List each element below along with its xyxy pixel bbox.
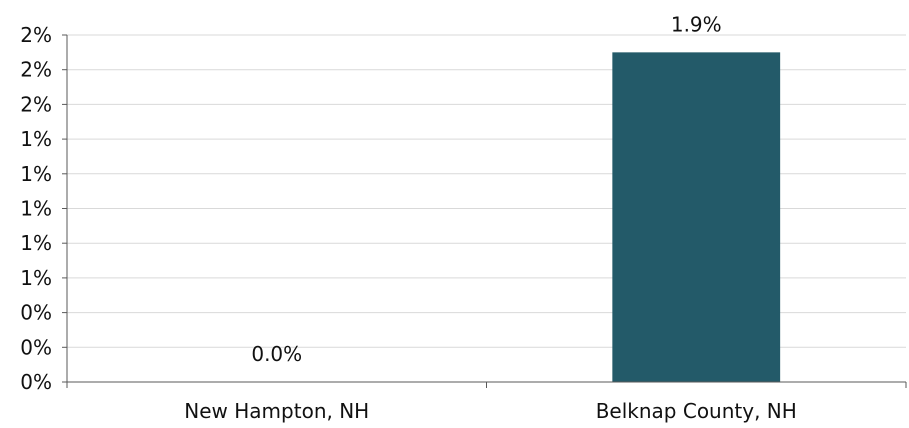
axes	[62, 34, 907, 388]
y-tick-label: 1%	[20, 197, 52, 221]
y-tick-label: 0%	[20, 335, 52, 359]
y-tick-label: 1%	[20, 231, 52, 255]
data-label: 0.0%	[251, 342, 302, 366]
gridlines	[67, 34, 906, 348]
y-tick-label: 2%	[20, 92, 52, 116]
x-category-label: New Hampton, NH	[184, 399, 369, 423]
y-tick-label: 2%	[20, 58, 52, 82]
y-tick-label: 1%	[20, 127, 52, 151]
y-tick-label: 1%	[20, 162, 52, 186]
data-label: 1.9%	[671, 12, 722, 36]
bar	[612, 52, 781, 382]
y-tick-label: 2%	[20, 23, 52, 47]
x-category-label: Belknap County, NH	[596, 399, 797, 423]
y-tick-label: 1%	[20, 266, 52, 290]
y-tick-label: 0%	[20, 370, 52, 394]
bars	[612, 52, 781, 382]
labels: 0% 0% 0% 1% 1% 1% 1% 1% 2% 2% 2% 0.0% New Hampton, N…	[20, 12, 797, 423]
y-tick-label: 0%	[20, 301, 52, 325]
